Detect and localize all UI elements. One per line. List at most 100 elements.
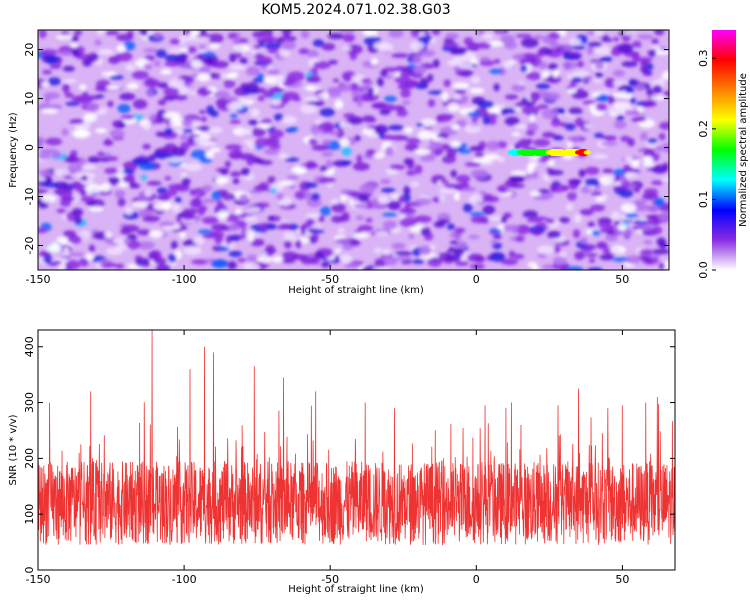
heatmap-cell [181,212,196,221]
heatmap-cell [245,66,260,76]
heatmap-cell [497,184,507,194]
heatmap-cell [158,221,175,227]
signal-point [574,150,582,155]
heatmap-cell [349,50,357,61]
heatmap-cell [38,30,47,39]
heatmap-cell [490,239,498,245]
heatmap-cell [469,146,485,152]
heatmap-cell [108,176,121,186]
heatmap-cell [596,241,608,250]
heatmap-cell [288,126,299,132]
snr-x-label: Height of straight line (km) [288,584,424,595]
heatmap-cell [184,30,191,36]
heatmap-cell [629,97,636,104]
heatmap-cell [116,51,133,62]
heatmap-cell [320,261,331,268]
heatmap-cell [584,166,600,175]
heatmap-cell [521,37,539,48]
y-tick-label: 400 [23,336,36,357]
heatmap-cell [450,140,461,148]
heatmap-cell [339,215,350,222]
heatmap-cell [281,251,299,261]
heatmap-cell [117,197,126,207]
heatmap-cell [342,243,354,251]
heatmap-cell [282,80,291,87]
heatmap-cell [371,102,386,109]
heatmap-cell [321,43,336,51]
heatmap-cell [64,92,74,98]
x-tick-label: -100 [172,273,197,286]
heatmap-cell [593,45,612,56]
heatmap-cell [440,180,449,185]
heatmap-cell [274,74,286,84]
heatmap-cell [356,97,363,108]
heatmap-cell [178,35,186,45]
heatmap-cell [55,34,73,40]
heatmap-cell [228,250,243,258]
heatmap-cell [564,123,576,131]
heatmap-cell [597,93,610,102]
heatmap-cell [56,236,69,243]
heatmap-cell [450,169,457,178]
heatmap-cell [384,95,397,103]
heatmap-cell [365,149,376,157]
heatmap-cell [322,124,334,133]
signal-point [545,150,553,155]
heatmap-cell [576,90,584,96]
x-tick-label: -100 [172,573,197,586]
heatmap-cell [163,95,177,101]
heatmap-cell [537,245,555,255]
heatmap-cell [497,156,505,163]
heatmap-cell [166,157,184,163]
heatmap-cell [109,129,125,139]
heatmap-cell [597,221,612,228]
heatmap-cell [408,233,415,240]
heatmap-cell [388,124,404,131]
heatmap-cell [559,122,568,127]
heatmap-cell [463,51,476,60]
heatmap-cell [132,201,148,209]
heatmap-cell [414,148,431,155]
heatmap-cell [144,55,156,61]
heatmap-cell [190,149,207,160]
heatmap-cell [552,135,565,141]
heatmap-cell [587,42,603,48]
heatmap-cell [104,30,120,36]
heatmap-cell [471,115,478,123]
heatmap-cell [70,35,79,43]
heatmap-cell [235,208,242,215]
heatmap-cell [153,60,161,67]
heatmap-cell [470,169,489,179]
heatmap-cell [657,214,669,222]
heatmap-cell [380,187,396,193]
heatmap-cell [385,146,394,156]
heatmap-cell [148,251,159,261]
heatmap-cell [647,138,658,144]
heatmap-cell [662,71,669,79]
heatmap-cell [134,257,151,268]
signal-point [583,150,591,155]
heatmap-cell [196,89,213,96]
heatmap-cell [455,260,469,266]
heatmap-cell [164,61,181,67]
heatmap-cell [235,52,242,59]
heatmap-cell [95,128,108,134]
heatmap-cell [78,84,87,91]
heatmap-cell [562,61,578,69]
heatmap-cell [46,244,62,253]
heatmap-cell [343,113,356,119]
heatmap-cell [445,148,457,158]
heatmap-cell [655,145,663,152]
heatmap-cell [441,91,449,102]
heatmap-cell [622,30,636,36]
heatmap-cell [600,141,618,146]
heatmap-cell [284,240,292,249]
heatmap-cell [169,38,181,45]
heatmap-cell [160,69,172,75]
heatmap-cell [227,260,237,270]
heatmap-cell [372,267,391,270]
heatmap-cell [211,259,229,269]
heatmap-cell [137,241,155,250]
heatmap-cell [634,84,645,92]
